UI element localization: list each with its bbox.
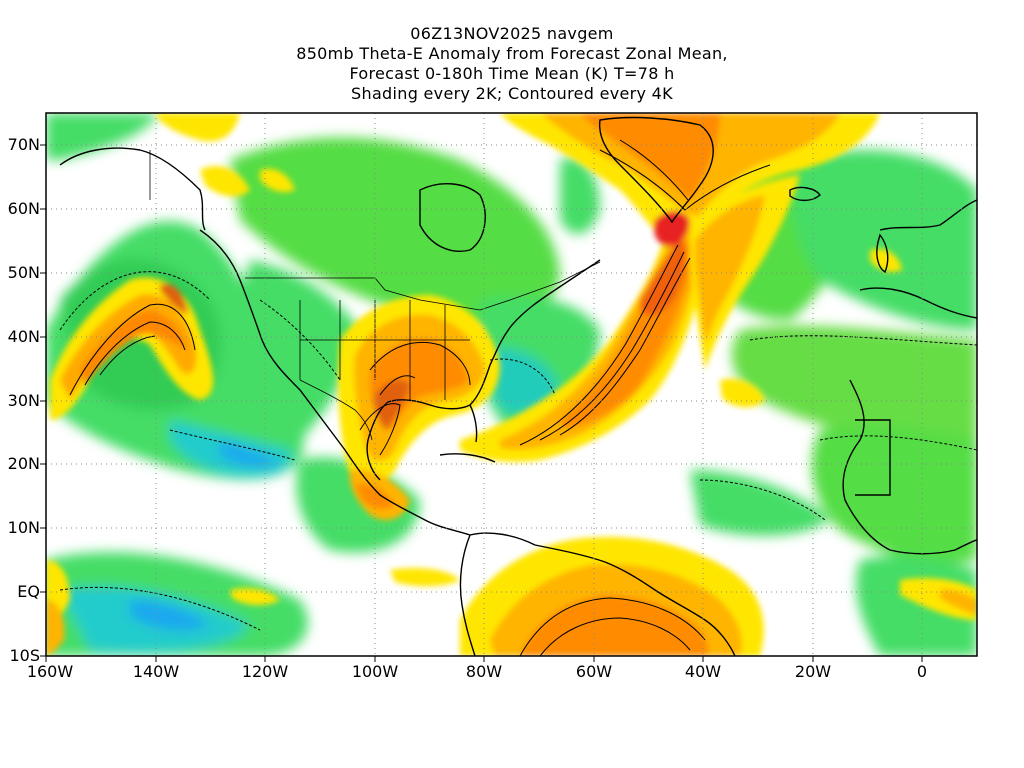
lat-label-10s: 10S: [9, 646, 40, 665]
lon-label-20w: 20W: [794, 662, 832, 681]
lat-lon-grid: [46, 113, 977, 656]
lat-label-20n: 20N: [7, 454, 40, 473]
title-line-3: Forecast 0-180h Time Mean (K) T=78 h: [349, 64, 675, 83]
lon-label-140w: 140W: [132, 662, 180, 681]
negative-contours: [59, 271, 977, 631]
lon-label-80w: 80W: [465, 662, 503, 681]
lon-label-120w: 120W: [241, 662, 289, 681]
lat-label-eq: EQ: [17, 582, 40, 601]
axis-ticks: [40, 144, 923, 662]
lat-label-30n: 30N: [7, 391, 40, 410]
anomaly-contours: [69, 139, 771, 656]
positive-anomaly-shading: [46, 113, 977, 656]
lon-label-60w: 60W: [575, 662, 613, 681]
lon-label-160w: 160W: [26, 662, 74, 681]
title-line-2: 850mb Theta-E Anomaly from Forecast Zona…: [296, 44, 728, 63]
lat-label-10n: 10N: [7, 518, 40, 537]
lat-label-50n: 50N: [7, 263, 40, 282]
title-line-1: 06Z13NOV2025 navgem: [410, 24, 614, 43]
lon-label-100w: 100W: [351, 662, 399, 681]
lon-label-40w: 40W: [684, 662, 722, 681]
lat-label-60n: 60N: [7, 199, 40, 218]
lat-label-40n: 40N: [7, 327, 40, 346]
shaded-field: [46, 113, 977, 656]
lon-label-0: 0: [916, 662, 928, 681]
plot-frame: [45, 112, 978, 657]
lat-label-70n: 70N: [7, 135, 40, 154]
coastlines: [59, 116, 977, 656]
title-line-4: Shading every 2K; Contoured every 4K: [351, 84, 673, 103]
political-borders: [149, 150, 601, 441]
